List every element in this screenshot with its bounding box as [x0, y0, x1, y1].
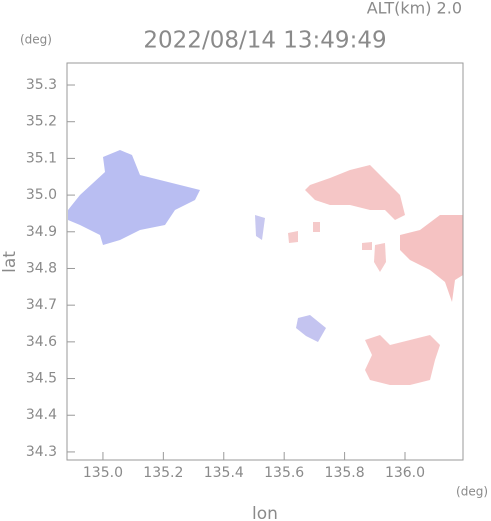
y-tick-label: 35.3 [26, 77, 57, 93]
y-tick-label: 35.2 [26, 114, 57, 130]
y-tick-label: 34.5 [26, 371, 57, 387]
x-tick-label: 135.6 [264, 465, 304, 481]
y-tick-label: 34.4 [26, 407, 57, 423]
x-tick-label: 135.2 [143, 465, 183, 481]
x-tick-label: 136.0 [385, 465, 425, 481]
altitude-label: ALT(km) 2.0 [367, 0, 462, 18]
y-tick-label: 34.6 [26, 334, 57, 350]
echo-field [68, 150, 463, 385]
y-tick-label: 34.3 [26, 444, 57, 460]
plot-frame [66, 62, 464, 461]
x-tick-label: 135.4 [204, 465, 244, 481]
y-tick-label: 35.1 [26, 150, 57, 166]
y-tick-label: 34.8 [26, 260, 57, 276]
y-tick-label: 35.0 [26, 187, 57, 203]
x-tick-label: 135.8 [325, 465, 365, 481]
y-axis-label: lat [0, 251, 20, 273]
x-axis-label: lon [252, 504, 278, 521]
y-tick-label: 34.9 [26, 224, 57, 240]
chart-title: 2022/08/14 13:49:49 [143, 28, 386, 54]
x-tick-label: 135.0 [83, 465, 123, 481]
x-unit: (deg) [456, 485, 488, 499]
y-unit: (deg) [20, 33, 52, 47]
y-tick-label: 34.7 [26, 297, 57, 313]
